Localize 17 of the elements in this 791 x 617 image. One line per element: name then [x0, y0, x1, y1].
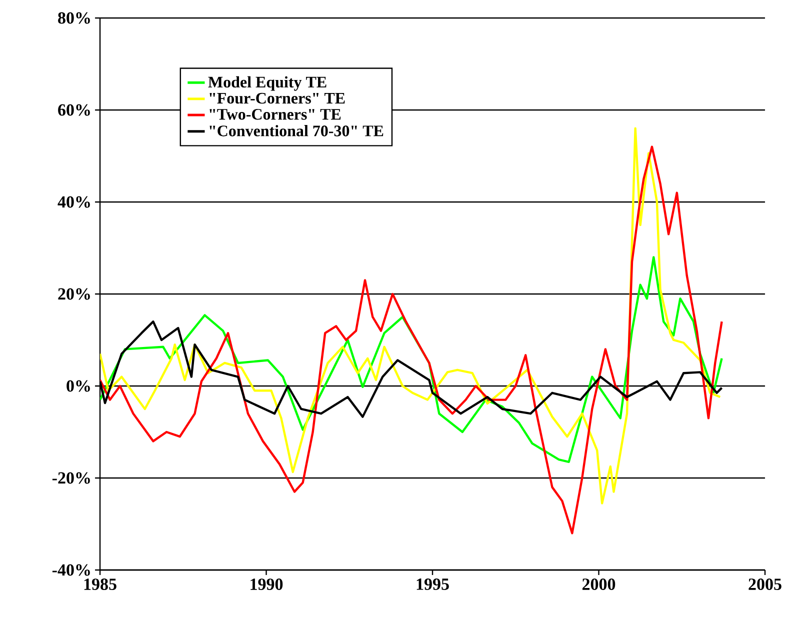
x-tick-label: 1990: [250, 578, 283, 590]
legend-label: "Conventional 70-30" TE: [210, 125, 384, 136]
y-tick-label: -40%: [52, 564, 90, 576]
y-tick-label: 60%: [58, 104, 90, 116]
y-tick-label: 40%: [58, 196, 90, 208]
x-tick-label: 2005: [748, 578, 782, 590]
x-tick-label: 1985: [84, 578, 116, 590]
legend-label: "Two-Corners" TE: [210, 108, 341, 120]
line-series: [100, 256, 723, 463]
legend-label: Model Equity TE: [208, 76, 326, 91]
y-tick-label: 0%: [66, 380, 90, 392]
legend-label: "Four-Corners" TE: [210, 92, 345, 104]
x-tick-label: 1995: [416, 578, 449, 590]
y-tick-label: 80%: [58, 12, 90, 24]
x-tick-label: 2000: [582, 578, 616, 590]
y-tick-label: 20%: [58, 288, 90, 300]
y-tick-label: -20%: [52, 472, 90, 484]
